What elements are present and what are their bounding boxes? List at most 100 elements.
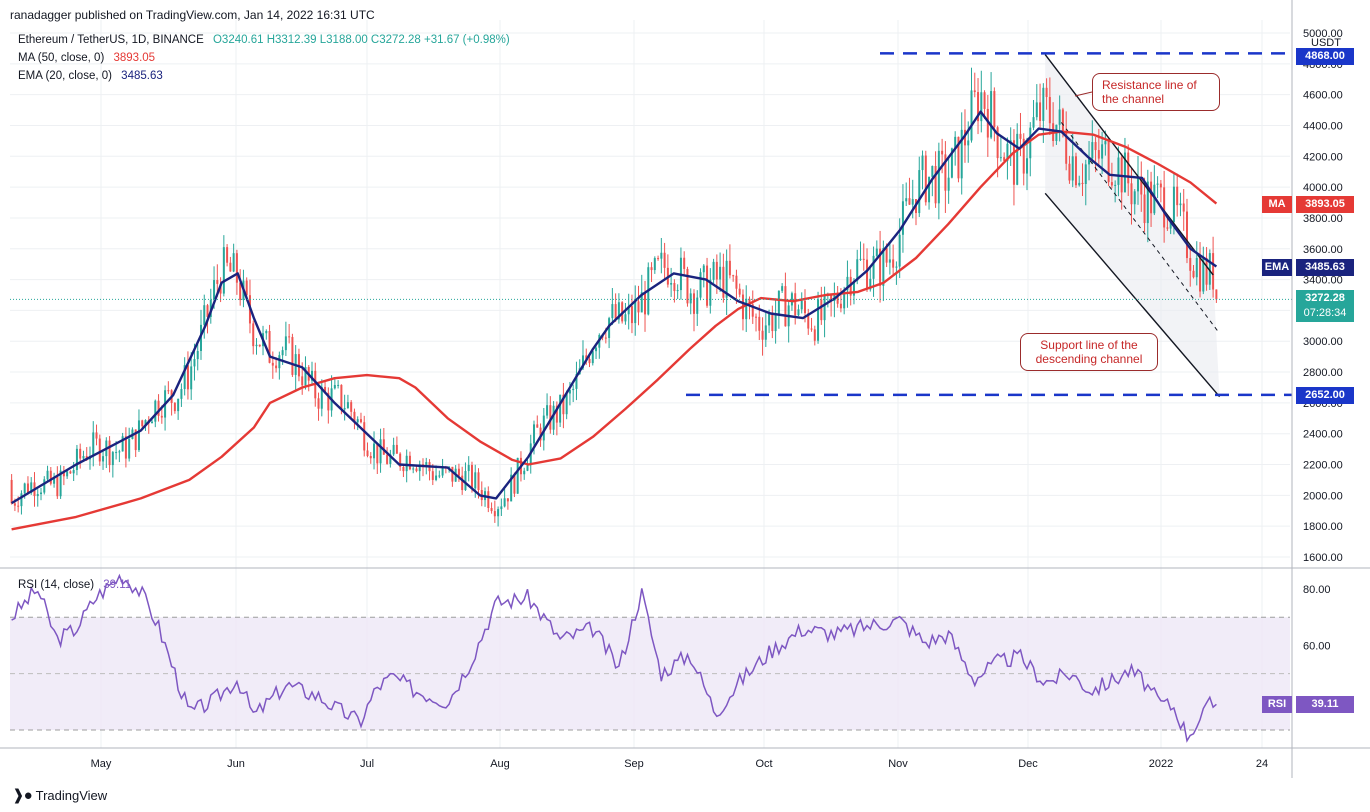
x-tick-label: May: [91, 758, 112, 770]
candle-up: [1114, 184, 1117, 186]
y-tick-label: 3400.00: [1303, 275, 1343, 287]
candle-down: [291, 337, 294, 375]
currency-label: USDT: [1311, 37, 1341, 49]
candle-down: [807, 313, 810, 329]
y-tick-label: 3000.00: [1303, 336, 1343, 348]
candle-up: [177, 398, 180, 412]
candle-down: [98, 438, 101, 462]
candle-down: [1110, 182, 1113, 186]
candle-down: [963, 129, 966, 146]
candle-down: [728, 260, 731, 276]
candle-up: [255, 344, 258, 347]
candle-down: [49, 470, 52, 484]
candle-down: [748, 298, 751, 305]
candle-down: [536, 424, 539, 428]
candle-up: [278, 355, 281, 369]
candle-up: [931, 165, 934, 177]
candle-down: [732, 275, 735, 277]
candle-up: [1029, 127, 1032, 159]
close-price-tag: 3272.28: [1296, 290, 1354, 307]
candle-down: [663, 252, 666, 268]
candle-down: [1185, 211, 1188, 259]
candle-up: [921, 155, 924, 171]
candle-up: [928, 176, 931, 203]
candle-up: [115, 452, 118, 454]
candle-down: [1182, 203, 1185, 212]
candle-up: [960, 129, 963, 179]
candle-down: [186, 365, 189, 390]
candle-down: [908, 198, 911, 205]
candle-down: [363, 422, 366, 451]
candle-down: [1097, 150, 1100, 159]
candle-down: [1150, 181, 1153, 214]
rsi-legend: RSI (14, close) 39.11: [18, 579, 131, 591]
candle-down: [431, 471, 434, 480]
candle-down: [977, 92, 980, 122]
candle-up: [222, 247, 225, 294]
candle-up: [183, 365, 186, 390]
candle-up: [497, 509, 500, 517]
candle-down: [1068, 163, 1071, 181]
resistance-price-tag: 4868.00: [1296, 48, 1354, 65]
candle-down: [692, 293, 695, 314]
candle-down: [124, 436, 127, 459]
y-tick-label: 4000.00: [1303, 182, 1343, 194]
candle-down: [69, 471, 72, 474]
candle-up: [823, 294, 826, 321]
candle-down: [866, 259, 869, 290]
candle-up: [20, 493, 23, 507]
candle-down: [327, 392, 330, 411]
y-tick-label: 2800.00: [1303, 367, 1343, 379]
candle-up: [320, 386, 323, 409]
rsi-price-tag: 39.11: [1296, 696, 1354, 713]
candle-up: [572, 388, 575, 391]
candle-down: [637, 301, 640, 313]
support-price-tag: 2652.00: [1296, 387, 1354, 404]
candle-down: [1074, 156, 1077, 186]
candle-down: [983, 92, 986, 109]
candle-down: [657, 258, 660, 260]
candle-down: [1019, 133, 1022, 139]
candle-down: [879, 248, 882, 286]
candle-down: [1003, 157, 1006, 161]
candle-down: [630, 306, 633, 324]
candle-up: [36, 494, 39, 497]
candle-down: [506, 498, 509, 502]
y-tick-label: 2000.00: [1303, 490, 1343, 502]
candle-down: [862, 258, 865, 260]
candle-up: [190, 366, 193, 390]
ma-side-tag: MA: [1262, 196, 1292, 213]
candle-down: [1143, 194, 1146, 224]
resistance-line: [1044, 54, 1214, 276]
candle-down: [941, 150, 944, 155]
candle-down: [79, 448, 82, 459]
candle-down: [461, 475, 464, 491]
candle-down: [167, 390, 170, 392]
candle-down: [56, 476, 59, 497]
candle-up: [999, 157, 1002, 159]
candle-up: [526, 465, 529, 471]
candle-up: [869, 278, 872, 290]
candle-up: [438, 475, 441, 477]
candle-down: [751, 304, 754, 317]
candle-down: [604, 337, 607, 339]
candle-down: [810, 328, 813, 330]
candle-up: [898, 234, 901, 267]
candle-down: [252, 323, 255, 347]
rsi-side-tag: RSI: [1262, 696, 1292, 713]
candle-up: [967, 140, 970, 146]
candle-up: [764, 325, 767, 340]
candle-down: [216, 280, 219, 284]
rsi-line: [11, 573, 1217, 743]
candle-up: [1016, 133, 1019, 185]
candle-up: [53, 476, 56, 484]
countdown-tag: 07:28:34: [1296, 305, 1354, 322]
candle-down: [95, 432, 98, 439]
candle-down: [588, 358, 591, 364]
candle-down: [683, 257, 686, 269]
candle-up: [1179, 203, 1182, 206]
candle-down: [673, 283, 676, 292]
candle-down: [1048, 97, 1051, 124]
candle-up: [43, 479, 46, 493]
